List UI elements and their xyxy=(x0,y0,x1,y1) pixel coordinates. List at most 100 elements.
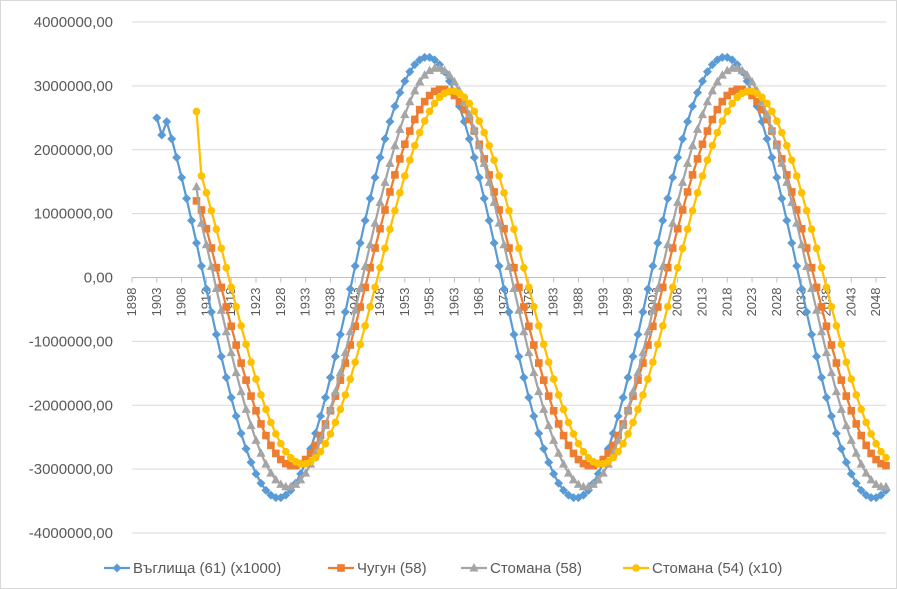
data-point xyxy=(325,404,336,413)
data-point xyxy=(554,420,563,428)
data-point xyxy=(738,85,746,94)
x-tick-label: 1958 xyxy=(422,288,437,317)
data-point xyxy=(668,244,677,252)
data-point xyxy=(112,563,122,573)
data-point xyxy=(717,52,727,62)
data-point xyxy=(678,134,688,144)
data-point xyxy=(489,238,499,248)
data-point xyxy=(867,430,875,438)
data-point xyxy=(479,158,489,167)
y-tick-label: 3000000,00 xyxy=(34,78,113,95)
legend-label: Стомана (54) (x10) xyxy=(652,560,782,577)
data-point xyxy=(753,97,761,106)
data-point xyxy=(256,478,266,488)
data-point xyxy=(638,347,648,357)
y-tick-label: -3000000,00 xyxy=(29,461,113,478)
data-point xyxy=(464,109,474,119)
x-tick-label: 1968 xyxy=(471,288,486,317)
x-tick-label: 1938 xyxy=(322,288,337,317)
data-point xyxy=(281,490,291,500)
data-point xyxy=(718,117,727,125)
data-point xyxy=(366,263,374,272)
data-point xyxy=(376,224,384,233)
data-point xyxy=(330,386,340,396)
data-point xyxy=(499,239,509,249)
series-3 xyxy=(191,63,891,491)
data-point xyxy=(524,347,534,357)
data-point xyxy=(485,141,493,150)
data-point xyxy=(460,105,469,114)
data-point xyxy=(510,263,518,272)
data-point xyxy=(449,76,460,86)
data-point xyxy=(737,65,747,75)
data-point xyxy=(876,490,886,500)
x-tick-label: 1948 xyxy=(372,288,387,317)
data-point xyxy=(520,263,528,272)
data-point xyxy=(811,305,822,314)
x-tick-label: 2043 xyxy=(843,288,858,317)
data-point xyxy=(479,194,489,204)
data-point xyxy=(658,321,667,330)
data-point xyxy=(267,441,275,450)
data-point xyxy=(395,88,405,98)
data-point xyxy=(569,430,578,438)
data-point xyxy=(440,85,449,94)
data-point xyxy=(216,305,226,314)
data-point xyxy=(490,188,498,196)
data-point xyxy=(559,431,568,440)
data-point xyxy=(851,478,861,488)
data-point xyxy=(613,411,623,421)
data-point xyxy=(682,158,693,167)
data-point xyxy=(281,459,290,468)
data-point xyxy=(658,283,667,292)
data-point xyxy=(242,340,250,349)
data-point xyxy=(331,392,340,400)
data-point xyxy=(634,376,642,384)
data-point xyxy=(822,283,831,292)
data-point xyxy=(663,302,672,311)
data-point xyxy=(812,283,821,292)
data-point xyxy=(618,420,628,430)
data-point xyxy=(221,373,231,383)
y-tick-label: -4000000,00 xyxy=(29,525,113,542)
data-point xyxy=(504,261,514,271)
data-point xyxy=(321,439,330,448)
data-point xyxy=(728,87,737,96)
data-point xyxy=(836,444,846,454)
data-point xyxy=(246,420,256,430)
data-point xyxy=(574,439,583,448)
data-point xyxy=(688,171,697,179)
data-point xyxy=(500,224,508,233)
data-point xyxy=(226,393,236,403)
data-point xyxy=(272,449,280,458)
data-point xyxy=(410,85,420,95)
data-point xyxy=(822,322,831,331)
series-group xyxy=(152,52,891,503)
data-point xyxy=(350,261,360,271)
data-point xyxy=(544,420,554,430)
data-point xyxy=(688,101,698,111)
data-point xyxy=(519,326,529,336)
data-point xyxy=(534,386,544,396)
data-point xyxy=(841,457,851,467)
data-point xyxy=(331,418,340,427)
data-point xyxy=(653,238,663,248)
data-point xyxy=(420,70,430,79)
data-point xyxy=(515,283,523,292)
data-point xyxy=(337,564,345,572)
data-point xyxy=(236,428,246,438)
data-point xyxy=(534,428,544,438)
data-point xyxy=(351,358,360,366)
data-point xyxy=(697,76,707,86)
data-point xyxy=(609,441,617,450)
data-point xyxy=(549,406,558,415)
data-point xyxy=(336,376,345,384)
data-point xyxy=(851,448,861,457)
data-point xyxy=(350,305,360,314)
data-point xyxy=(261,459,271,468)
data-point xyxy=(881,481,891,491)
data-point xyxy=(792,261,802,271)
data-point xyxy=(525,322,533,331)
data-point xyxy=(702,67,712,77)
data-point xyxy=(722,65,732,75)
